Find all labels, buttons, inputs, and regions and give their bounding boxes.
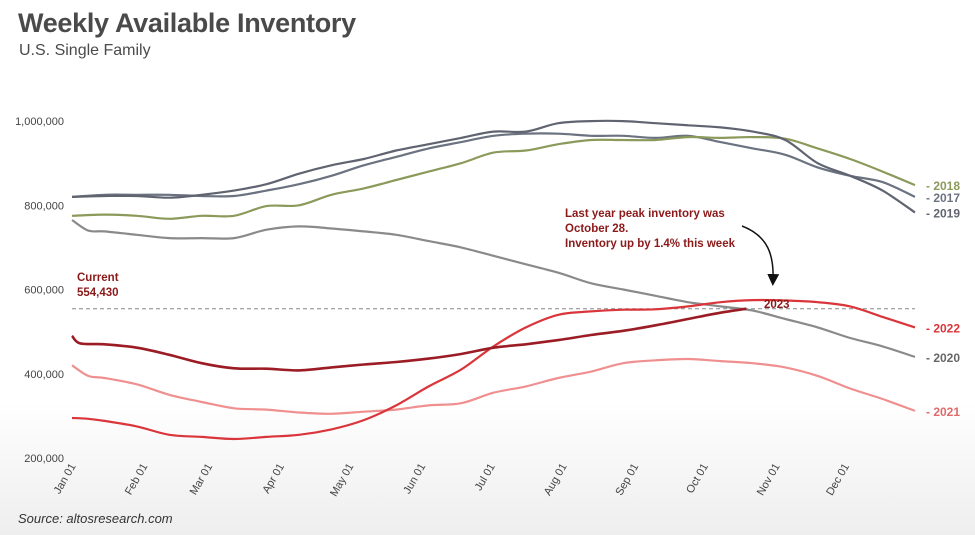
y-axis: 200,000 400,000 600,000 800,000 1,000,000 (15, 116, 64, 465)
x-tick-label: Jan 01 (52, 462, 79, 497)
chart-title: Weekly Available Inventory (18, 8, 356, 38)
x-tick-label: Jun 01 (401, 462, 428, 497)
x-tick-label: Jul 01 (473, 461, 498, 492)
x-tick-label: Mar 01 (188, 462, 216, 498)
chart-subtitle: U.S. Single Family (19, 42, 151, 59)
x-tick-label: Feb 01 (123, 462, 151, 498)
x-tick-label: Aug 01 (542, 462, 570, 498)
series-label-2020: - 2020 (926, 351, 960, 365)
x-tick-label: Sep 01 (613, 462, 641, 498)
x-tick-label: Nov 01 (755, 462, 783, 498)
series-label-2021: - 2021 (926, 405, 960, 419)
callout-line-1: Last year peak inventory was (565, 208, 725, 220)
current-label: Current (77, 272, 119, 284)
series-labels: - 2017- 2018 - 2019 - 2020 - 2021 - 2022 (926, 179, 960, 419)
series-line-2017 (71, 132, 916, 198)
callout-line-3: Inventory up by 1.4% this week (565, 238, 736, 250)
x-tick-label: Apr 01 (260, 462, 287, 496)
x-axis: Jan 01 Feb 01 Mar 01 Apr 01 May 01 Jun 01 Jul … (52, 461, 852, 498)
series-2023-inline-label: 2023 (764, 299, 790, 311)
series-line-2020 (71, 219, 916, 358)
y-tick-label: 1,000,000 (15, 116, 64, 128)
current-value-label: 554,430 (77, 287, 119, 299)
series-line-2018 (71, 135, 916, 220)
series-label-2017: - 2017 (926, 191, 960, 205)
x-tick-label: Oct 01 (684, 462, 711, 496)
callout-arrow (741, 225, 780, 286)
series-label-2018: - 2018 (926, 179, 960, 193)
y-tick-label: 400,000 (24, 369, 64, 381)
x-tick-label: Dec 01 (824, 462, 852, 498)
series-label-2019: - 2019 (926, 206, 960, 220)
source-note: Source: altosresearch.com (18, 511, 173, 526)
callout-line-2: October 28. (565, 223, 628, 235)
series-line-2021 (71, 357, 916, 415)
x-tick-label: May 01 (328, 462, 356, 499)
series-line-2023 (71, 307, 747, 372)
y-tick-label: 600,000 (24, 285, 64, 297)
y-tick-label: 800,000 (24, 200, 64, 212)
series-line-2022 (71, 298, 916, 441)
series-line-2019 (71, 119, 916, 214)
y-tick-label: 200,000 (24, 453, 64, 465)
series-label-2022: - 2022 (926, 321, 960, 335)
series-lines (71, 119, 916, 441)
